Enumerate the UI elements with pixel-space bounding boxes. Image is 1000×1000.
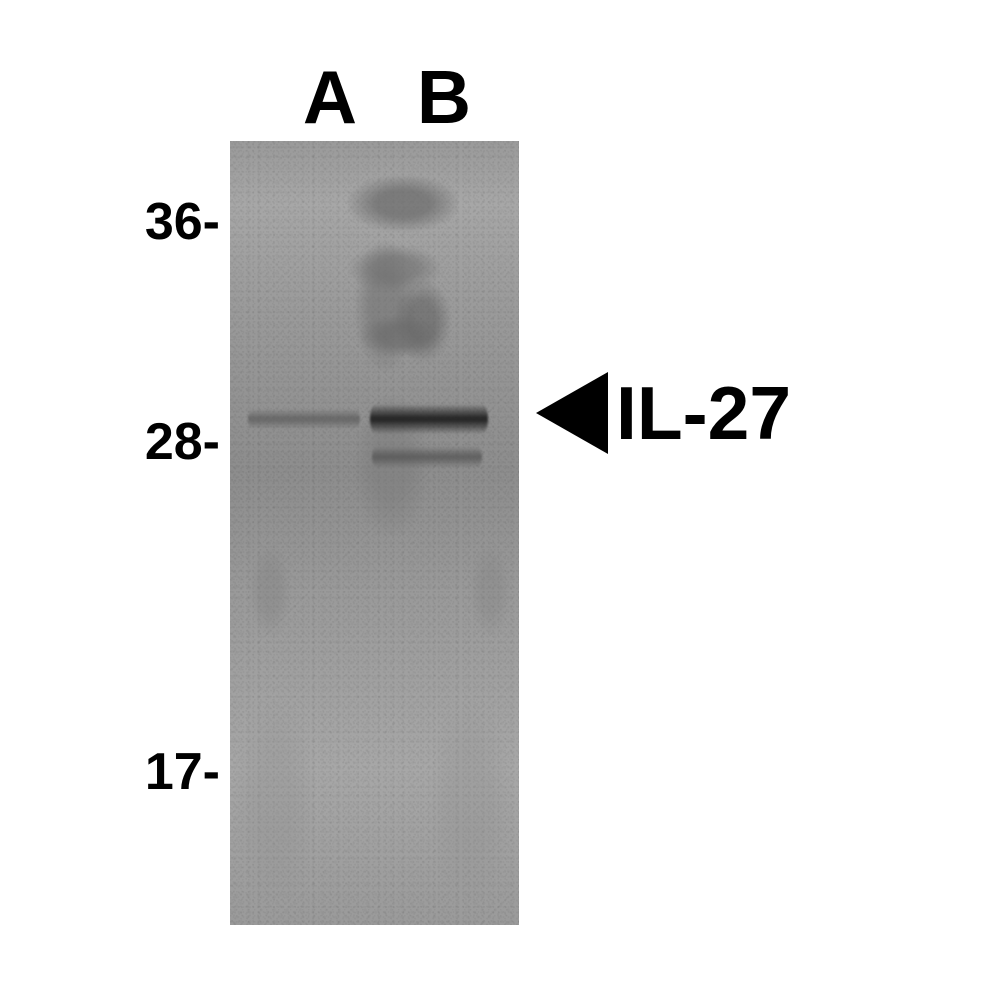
blot-strip bbox=[230, 141, 519, 925]
mw-marker-17: 17- bbox=[80, 742, 220, 802]
mw-marker-36: 36- bbox=[80, 192, 220, 252]
lane-label-a: A bbox=[296, 54, 364, 140]
western-blot-figure: { "figure": { "type": "western-blot", "c… bbox=[0, 0, 1000, 1000]
mw-marker-28: 28- bbox=[80, 412, 220, 472]
target-label: IL-27 bbox=[616, 370, 791, 456]
blot-bands bbox=[230, 141, 519, 925]
lane-label-b: B bbox=[410, 54, 478, 140]
target-arrow-icon bbox=[536, 372, 608, 459]
blot-band-b bbox=[372, 446, 482, 468]
blot-band-a bbox=[248, 409, 360, 429]
blot-band-b bbox=[370, 404, 488, 434]
